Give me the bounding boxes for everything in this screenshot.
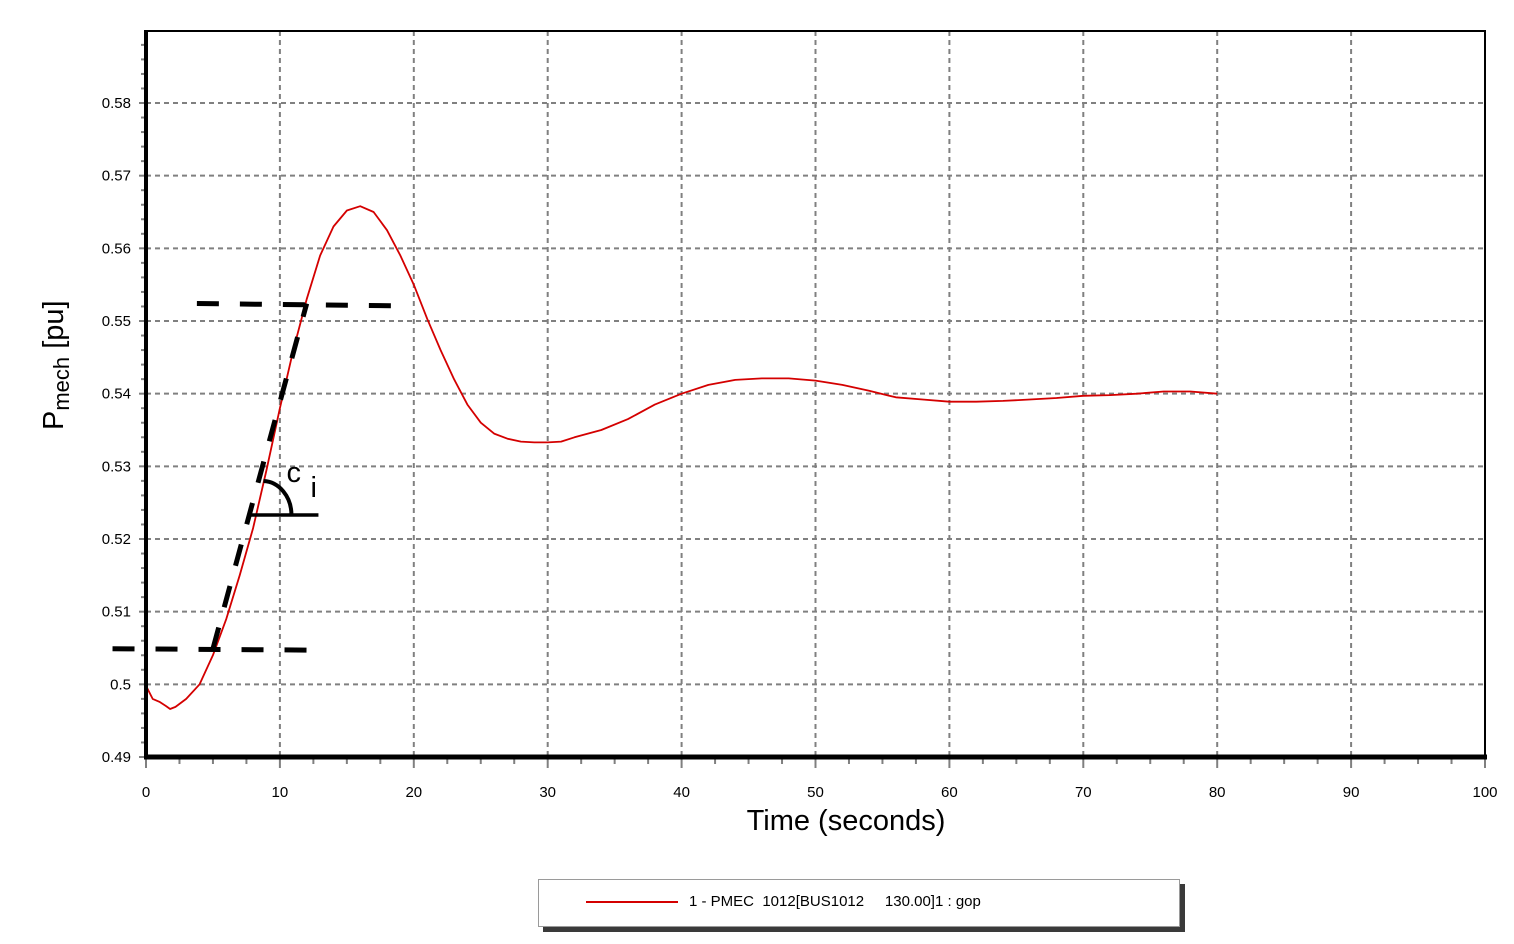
minor-ticks [141,43,1453,764]
y-axis-ticks: 0.49 0.5 0.51 0.52 0.53 0.54 0.55 0.56 0.57 0.58 [102,95,146,766]
series-line-pmec [145,205,1218,710]
annotation-final-level [196,301,394,309]
angle-label-subscript: i [310,472,316,504]
x-axis-ticks: 0 10 20 30 40 50 60 70 80 90 100 [142,757,1498,801]
y-tick-label: 0.51 [102,604,131,621]
legend-series-label: 1 - PMEC 1012[BUS1012 130.00]1 : gop [689,893,981,910]
legend-series-swatch [586,901,678,903]
y-axis-title: Pmech [pu] [38,300,74,430]
y-tick-label: 0.57 [102,168,131,185]
plot-area [145,205,1218,710]
x-tick-label: 0 [142,784,150,801]
y-tick-label: 0.49 [102,749,131,766]
y-tick-label: 0.5 [110,676,131,693]
legend: 1 - PMEC 1012[BUS1012 130.00]1 : gop [538,879,1180,927]
x-tick-label: 80 [1209,784,1226,801]
x-tick-label: 100 [1472,784,1497,801]
y-tick-label: 0.56 [102,240,131,257]
x-tick-label: 20 [405,784,422,801]
svg-text:Pmech [pu]: Pmech [pu] [38,300,74,430]
y-tick-label: 0.54 [102,386,131,403]
x-tick-label: 30 [539,784,556,801]
annotation-initial-level [112,646,321,653]
y-tick-label: 0.53 [102,458,131,475]
x-tick-label: 90 [1343,784,1360,801]
y-tick-label: 0.58 [102,95,131,112]
annotation-slope-tangent [210,302,310,650]
y-tick-label: 0.55 [102,313,131,330]
angle-arc-icon [263,479,294,516]
y-tick-label: 0.52 [102,531,131,548]
x-tick-label: 10 [272,784,289,801]
grid-lines [146,31,1485,757]
angle-label: c [286,457,301,489]
x-axis-title: Time (seconds) [747,805,946,837]
x-tick-label: 40 [673,784,690,801]
x-tick-label: 60 [941,784,958,801]
x-tick-label: 50 [807,784,824,801]
x-tick-label: 70 [1075,784,1092,801]
